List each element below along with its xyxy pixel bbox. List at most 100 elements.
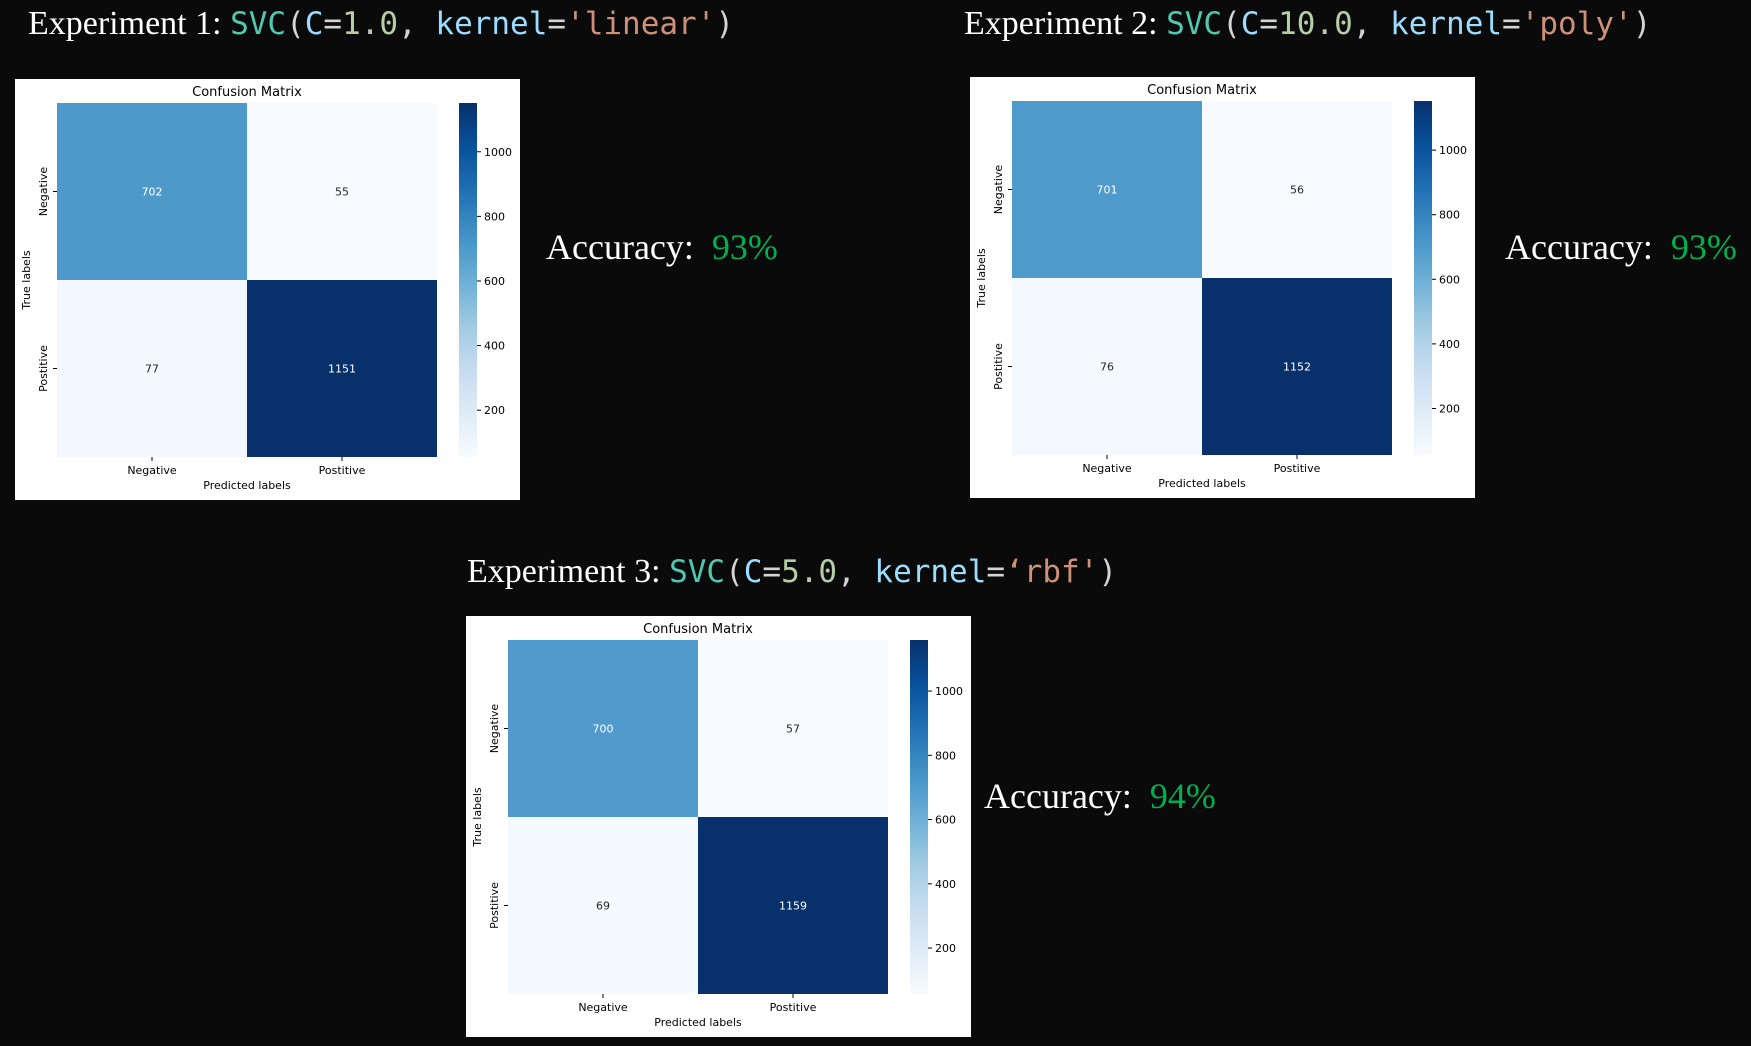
code-c-value: 1.0 — [342, 6, 399, 42]
confusion-matrix-plot: Confusion Matrix 700 57 69 1159 Negative Posti… — [466, 616, 971, 1037]
experiment-title: Experiment 1: SVC(C=1.0, kernel='linear'… — [28, 4, 734, 44]
cell-value-label: 55 — [335, 186, 349, 199]
code-separator: , — [398, 6, 436, 42]
colorbar-tick-label: 800 — [484, 210, 505, 223]
code-open-paren: ( — [286, 6, 305, 42]
chart-title: Confusion Matrix — [1147, 83, 1257, 98]
colorbar-tick-label: 200 — [1439, 402, 1460, 415]
cell-value-label: 702 — [142, 186, 163, 199]
cell-value-label: 56 — [1290, 184, 1304, 197]
y-tick-label: Postitive — [992, 343, 1005, 390]
y-tick-label: Negative — [488, 704, 501, 754]
y-axis-label: True labels — [471, 787, 484, 847]
colorbar-tick-label: 400 — [484, 340, 505, 353]
y-tick-label: Postitive — [488, 882, 501, 929]
cell-value-label: 1151 — [328, 363, 356, 376]
colorbar-tick-label: 200 — [484, 404, 505, 417]
heatmap-cell — [1012, 278, 1202, 455]
accuracy-value: 93% — [1670, 227, 1737, 267]
y-axis-label: True labels — [20, 250, 33, 310]
x-tick-label: Postitive — [319, 464, 366, 477]
experiment-title: Experiment 3: SVC(C=5.0, kernel=‘rbf') — [467, 552, 1117, 592]
cell-value-label: 57 — [786, 723, 800, 736]
experiment-label: Experiment 1: — [28, 5, 231, 42]
confusion-matrix-plot: Confusion Matrix 701 56 76 1152 Negative Posti… — [970, 77, 1475, 498]
heatmap-cell — [57, 280, 247, 457]
colorbar-tick-label: 800 — [1439, 209, 1460, 222]
cell-value-label: 1159 — [779, 900, 807, 913]
code-c-value: 5.0 — [781, 554, 838, 590]
heatmap-cell — [698, 640, 888, 817]
experiment-label: Experiment 2: — [964, 5, 1167, 42]
x-tick-label: Postitive — [770, 1001, 817, 1014]
x-axis-label: Predicted labels — [203, 479, 291, 492]
code-kernel-value: ‘rbf' — [1005, 554, 1099, 590]
experiment-title: Experiment 2: SVC(C=10.0, kernel='poly') — [964, 4, 1651, 44]
code-equals: = — [986, 554, 1006, 590]
code-close-paren: ) — [715, 6, 735, 42]
code-param-c: C — [1240, 6, 1260, 42]
colorbar-tick-label: 200 — [935, 942, 956, 955]
code-snippet: SVC(C=1.0, kernel='linear') — [230, 6, 734, 42]
chart-title: Confusion Matrix — [192, 85, 302, 100]
y-tick-label: Negative — [992, 165, 1005, 215]
heatmap-cell — [1202, 278, 1392, 455]
accuracy-readout: Accuracy: 93% — [1505, 226, 1737, 268]
colorbar — [910, 640, 928, 994]
x-tick-label: Negative — [578, 1001, 628, 1014]
colorbar-tick-label: 400 — [935, 878, 956, 891]
code-param-c: C — [743, 554, 763, 590]
accuracy-label: Accuracy: — [984, 776, 1132, 816]
colorbar — [459, 103, 477, 457]
code-close-paren: ) — [1098, 554, 1118, 590]
code-snippet: SVC(C=10.0, kernel='poly') — [1166, 6, 1651, 42]
heatmap-cell — [698, 817, 888, 994]
heatmap-cell — [247, 103, 437, 280]
x-tick-label: Negative — [1082, 462, 1132, 475]
heatmap-cell — [508, 817, 698, 994]
code-equals: = — [547, 6, 567, 42]
accuracy-value: 93% — [711, 227, 778, 267]
confusion-matrix-plot: Confusion Matrix 702 55 77 1151 Negative Posti… — [15, 79, 520, 500]
colorbar-tick-label: 1000 — [1439, 144, 1467, 157]
heatmap-cell — [1202, 101, 1392, 278]
code-equals: = — [323, 6, 343, 42]
experiment-label: Experiment 3: — [467, 553, 670, 590]
x-tick-label: Postitive — [1274, 462, 1321, 475]
cell-value-label: 76 — [1100, 361, 1114, 374]
colorbar — [1414, 101, 1432, 455]
confusion-matrix-svg: Confusion Matrix 701 56 76 1152 Negative Posti… — [975, 83, 1467, 490]
code-param-kernel: kernel — [435, 6, 548, 42]
colorbar-tick-label: 400 — [1439, 338, 1460, 351]
confusion-matrix-svg: Confusion Matrix 702 55 77 1151 Negative Posti… — [20, 85, 512, 492]
code-kernel-value: 'poly' — [1520, 6, 1633, 42]
y-axis-label: True labels — [975, 248, 988, 308]
code-open-paren: ( — [725, 554, 744, 590]
y-tick-label: Negative — [37, 167, 50, 217]
cell-value-label: 69 — [596, 900, 610, 913]
x-tick-label: Negative — [127, 464, 177, 477]
colorbar-tick-label: 600 — [935, 814, 956, 827]
code-function: SVC — [1166, 6, 1223, 42]
heatmap-cell — [57, 103, 247, 280]
code-separator: , — [837, 554, 875, 590]
colorbar-tick-label: 600 — [484, 275, 505, 288]
code-snippet: SVC(C=5.0, kernel=‘rbf') — [669, 554, 1117, 590]
code-equals: = — [1259, 6, 1279, 42]
cell-value-label: 1152 — [1283, 361, 1311, 374]
cell-value-label: 700 — [593, 723, 614, 736]
colorbar-tick-label: 1000 — [935, 685, 963, 698]
confusion-matrix-svg: Confusion Matrix 700 57 69 1159 Negative Posti… — [471, 622, 963, 1029]
heatmap-cell — [1012, 101, 1202, 278]
code-equals: = — [1502, 6, 1521, 42]
x-axis-label: Predicted labels — [1158, 477, 1246, 490]
colorbar-tick-label: 600 — [1439, 273, 1460, 286]
accuracy-label: Accuracy: — [1505, 227, 1653, 267]
y-tick-label: Postitive — [37, 345, 50, 392]
code-close-paren: ) — [1632, 6, 1652, 42]
code-param-kernel: kernel — [1390, 6, 1503, 42]
accuracy-label: Accuracy: — [546, 227, 694, 267]
code-open-paren: ( — [1222, 6, 1241, 42]
code-function: SVC — [230, 6, 287, 42]
accuracy-readout: Accuracy: 93% — [546, 226, 778, 268]
